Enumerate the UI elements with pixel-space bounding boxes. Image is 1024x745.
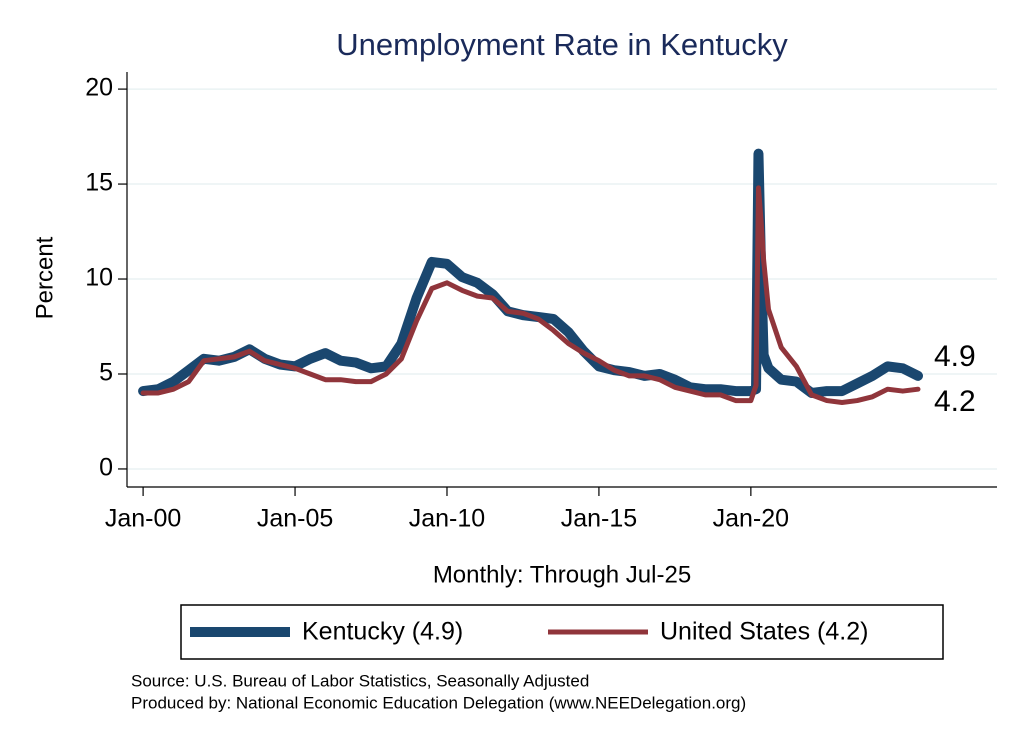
chart-title: Unemployment Rate in Kentucky: [336, 27, 788, 62]
y-tick-label: 20: [85, 74, 113, 102]
series-line: [140, 185, 921, 405]
x-tick-label: Jan-15: [561, 505, 637, 533]
y-tick-label: 5: [99, 359, 113, 387]
legend-label: United States (4.2): [660, 618, 868, 646]
x-tick-label: Jan-10: [409, 505, 485, 533]
produced-note: Produced by: National Economic Education…: [131, 693, 746, 712]
end-label: 4.2: [934, 385, 976, 418]
x-tick-label: Jan-20: [713, 505, 789, 533]
legend-box: [180, 604, 944, 660]
y-tick-label: 15: [85, 169, 113, 197]
legend-label: Kentucky (4.9): [302, 618, 463, 646]
y-tick-label: 10: [85, 264, 113, 292]
x-tick-label: Jan-05: [257, 505, 333, 533]
end-label: 4.9: [934, 340, 976, 373]
y-axis-title: Percent: [31, 236, 58, 319]
source-note: Source: U.S. Bureau of Labor Statistics,…: [131, 671, 589, 690]
x-axis-title: Monthly: Through Jul-25: [433, 561, 691, 588]
x-tick-label: Jan-00: [105, 505, 181, 533]
y-tick-label: 0: [99, 454, 113, 482]
